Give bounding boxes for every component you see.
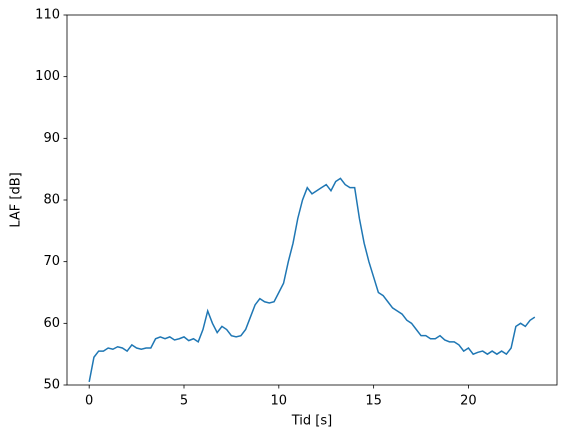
y-tick-label: 100 [35, 69, 60, 84]
x-tick-label: 15 [365, 394, 382, 409]
y-tick-label: 80 [43, 193, 60, 208]
y-tick-label: 110 [35, 8, 60, 23]
x-tick-label: 10 [271, 394, 288, 409]
plot-frame [66, 14, 558, 386]
x-axis-label: Tid [s] [291, 414, 332, 429]
x-tick-label: 5 [180, 394, 188, 409]
x-tick-label: 0 [85, 394, 93, 409]
y-tick-label: 50 [43, 378, 60, 393]
y-axis-label: LAF [dB] [9, 172, 24, 227]
y-tick-label: 90 [43, 131, 60, 146]
y-tick-label: 70 [43, 254, 60, 269]
y-tick-label: 60 [43, 316, 60, 331]
data-line [88, 177, 536, 383]
x-tick-label: 20 [460, 394, 477, 409]
